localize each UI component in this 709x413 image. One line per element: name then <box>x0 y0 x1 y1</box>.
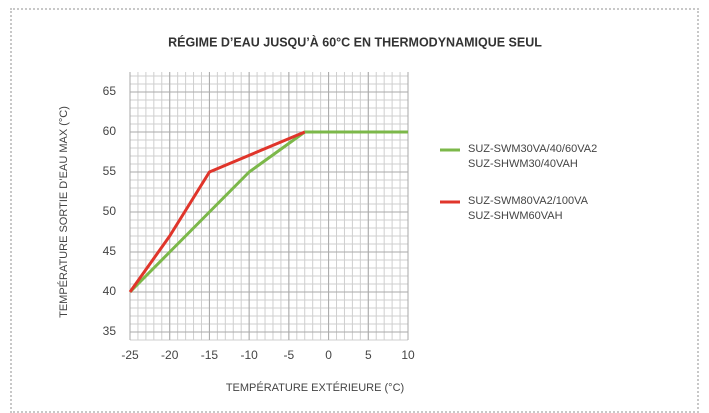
chart-title: RÉGIME D’EAU JUSQU’À 60°C EN THERMODYNAM… <box>168 34 542 49</box>
x-axis-label: TEMPÉRATURE EXTÉRIEURE (°C) <box>226 381 404 394</box>
y-tick-label: 65 <box>103 84 117 98</box>
x-tick-label: -25 <box>121 348 139 362</box>
x-tick-label: 0 <box>325 348 332 362</box>
x-tick-label: -20 <box>161 348 179 362</box>
x-tick-label: 5 <box>365 348 372 362</box>
y-tick-label: 60 <box>103 124 117 138</box>
x-tick-label: 10 <box>401 348 415 362</box>
x-tick-label: -5 <box>284 348 295 362</box>
legend-label: SUZ-SWM80VA2/100VA SUZ-SHWM60VAH <box>468 195 589 222</box>
y-tick-label: 40 <box>103 284 117 298</box>
y-tick-label: 50 <box>103 204 117 218</box>
y-tick-label: 55 <box>103 164 117 178</box>
x-tick-label: -10 <box>240 348 258 362</box>
y-axis-label: TEMPÉRATURE SORTIE D’EAU MAX (°C) <box>57 106 70 318</box>
legend-label: SUZ-SWM30VA/40/60VA2 SUZ-SHWM30/40VAH <box>468 143 598 170</box>
series-line <box>128 130 408 294</box>
series-line <box>128 130 306 293</box>
x-tick-label: -15 <box>201 348 219 362</box>
y-tick-label: 35 <box>103 324 117 338</box>
y-tick-label: 45 <box>103 244 117 258</box>
